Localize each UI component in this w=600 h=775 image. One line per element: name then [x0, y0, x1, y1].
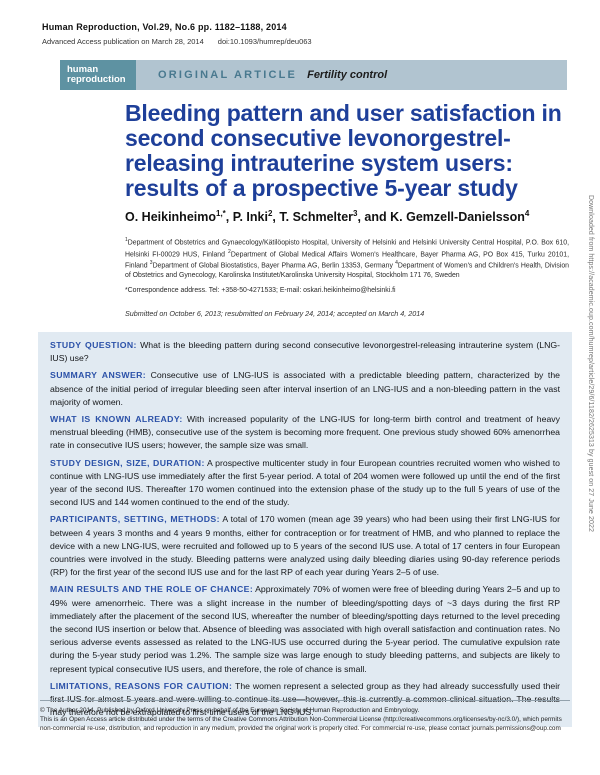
- journal-citation: Human Reproduction, Vol.29, No.6 pp. 118…: [42, 22, 287, 32]
- author-separator: ,: [272, 210, 280, 225]
- author-affil-marker: 4: [524, 209, 530, 218]
- abstract-section-known-already: WHAT IS KNOWN ALREADY: With increased po…: [50, 413, 560, 453]
- abstract-section-label: LIMITATIONS, REASONS FOR CAUTION:: [50, 680, 233, 691]
- author-name: K. Gemzell-Danielsson: [390, 210, 525, 225]
- copyright-footer: © The Author 2014. Published by Oxford U…: [40, 707, 572, 733]
- article-title: Bleeding pattern and user satisfaction i…: [125, 100, 562, 201]
- abstract-section-label: PARTICIPANTS, SETTING, METHODS:: [50, 514, 220, 525]
- affiliation-text: Department of Global Biostatistics, Baye…: [152, 262, 396, 270]
- abstract-section-text: A prospective multicenter study in four …: [50, 457, 560, 508]
- abstract-section-label: MAIN RESULTS AND THE ROLE OF CHANCE:: [50, 584, 254, 595]
- journal-header: Human Reproduction, Vol.29, No.6 pp. 118…: [42, 22, 462, 46]
- author-list: O. Heikinheimo1,*, P. Inki2, T. Schmelte…: [125, 209, 575, 224]
- access-publication-line: Advanced Access publication on March 28,…: [42, 37, 462, 46]
- structured-abstract: STUDY QUESTION: What is the bleeding pat…: [38, 332, 572, 728]
- author-name: T. Schmelter: [279, 210, 354, 225]
- author-name: P. Inki: [232, 210, 268, 225]
- journal-logo: human reproduction: [60, 60, 136, 90]
- submission-history: Submitted on October 6, 2013; resubmitte…: [125, 309, 425, 318]
- correspondence-address: *Correspondence address. Tel: +358-50-42…: [125, 287, 396, 294]
- author-affil-marker: 1,*: [216, 209, 226, 218]
- affiliation-marker: 1: [125, 237, 128, 243]
- doi-text: doi:10.1093/humrep/deu063: [217, 37, 312, 46]
- affiliation-marker: 3: [149, 260, 153, 267]
- abstract-section-main-results: MAIN RESULTS AND THE ROLE OF CHANCE: App…: [50, 583, 560, 675]
- author-separator: ,: [225, 210, 233, 225]
- footer-divider: [40, 700, 570, 701]
- banner-strip: ORIGINAL ARTICLE Fertility control: [136, 60, 567, 90]
- abstract-section-limitations: LIMITATIONS, REASONS FOR CAUTION: The wo…: [50, 680, 560, 720]
- affiliation-text: Department of Obstetrics and Gynaecology…: [125, 239, 569, 258]
- affiliation-text: Department of Women's and Children's Hea…: [125, 262, 569, 280]
- article-type-label: ORIGINAL ARTICLE: [158, 69, 298, 81]
- author-affil-marker: 2: [267, 209, 273, 218]
- affiliation-marker: 4: [395, 260, 398, 267]
- journal-logo-line1: human: [67, 64, 99, 75]
- abstract-section-label: STUDY QUESTION:: [50, 340, 137, 350]
- author-separator: , and: [357, 210, 391, 225]
- journal-logo-line2: reproduction: [67, 74, 126, 85]
- download-provenance-note: Downloaded from https://academic.oup.com…: [587, 195, 594, 532]
- abstract-section-participants: PARTICIPANTS, SETTING, METHODS: A total …: [50, 513, 560, 579]
- abstract-section-text: What is the bleeding pattern during seco…: [50, 340, 560, 364]
- abstract-section-text: With increased popularity of the LNG-IUS…: [50, 414, 560, 451]
- author-affil-marker: 3: [353, 209, 358, 218]
- article-type-banner: human reproduction ORIGINAL ARTICLE Fert…: [60, 60, 567, 90]
- abstract-section-text: Approximately 70% of women were free of …: [50, 584, 560, 674]
- affiliations: 1Department of Obstetrics and Gynaecolog…: [125, 236, 569, 281]
- abstract-section-study-question: STUDY QUESTION: What is the bleeding pat…: [50, 339, 560, 365]
- abstract-section-label: SUMMARY ANSWER:: [50, 370, 147, 381]
- author-name: O. Heikinheimo: [125, 210, 216, 225]
- abstract-section-summary-answer: SUMMARY ANSWER: Consecutive use of LNG-I…: [50, 369, 560, 409]
- copyright-line: © The Author 2014. Published by Oxford U…: [40, 707, 420, 714]
- abstract-section-study-design: STUDY DESIGN, SIZE, DURATION: A prospect…: [50, 457, 560, 510]
- affiliation-marker: 2: [228, 248, 231, 255]
- journal-section-label: Fertility control: [307, 69, 388, 81]
- abstract-section-label: STUDY DESIGN, SIZE, DURATION:: [50, 457, 205, 468]
- abstract-section-text: A total of 170 women (mean age 39 years)…: [50, 514, 561, 578]
- advanced-access-text: Advanced Access publication on March 28,…: [42, 37, 204, 46]
- abstract-section-label: WHAT IS KNOWN ALREADY:: [50, 414, 183, 425]
- affiliation-text: Department of Global Medical Affairs Wom…: [125, 251, 569, 270]
- abstract-section-text: Consecutive use of LNG-IUS is associated…: [50, 370, 560, 407]
- abstract-section-text: The women represent a selected group as …: [50, 680, 561, 718]
- license-line: This is an Open Access article distribut…: [40, 715, 562, 732]
